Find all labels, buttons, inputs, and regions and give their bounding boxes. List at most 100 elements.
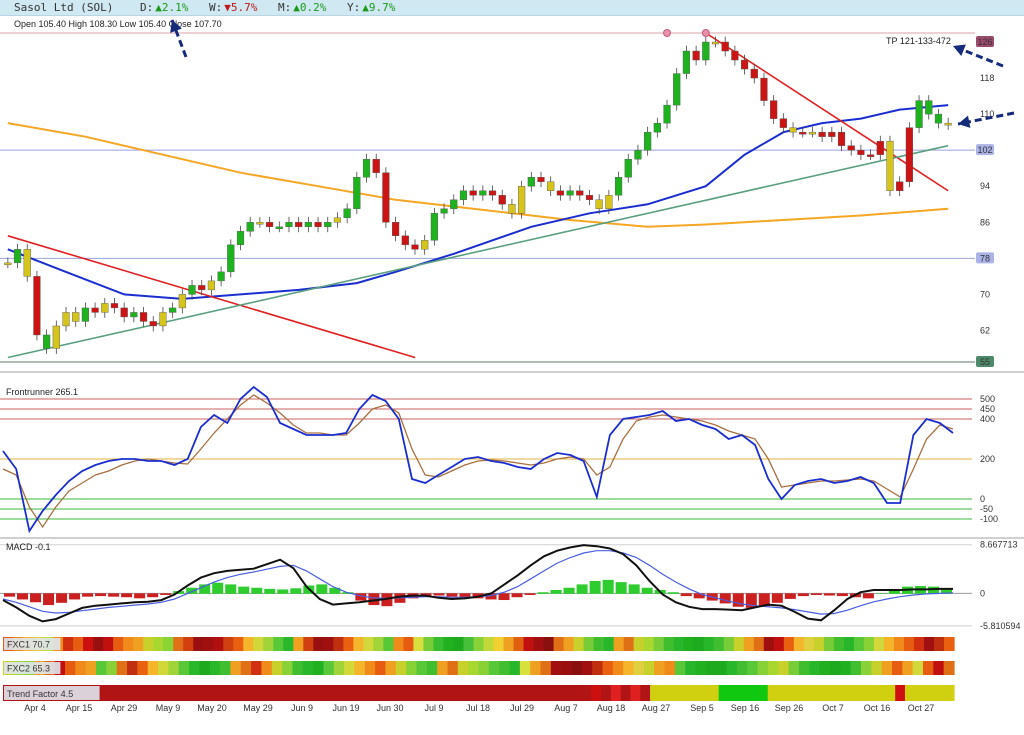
macd-hist-bar [108, 593, 120, 597]
fxc2-cell [902, 661, 914, 675]
fxc2-cell [178, 661, 190, 675]
price-candle [52, 325, 60, 349]
date-tick-label: Sep 5 [690, 703, 714, 713]
macd-hist-bar [589, 581, 601, 594]
price-candle [789, 127, 797, 133]
fxc1-cell [863, 637, 875, 651]
fxc2-cell [354, 661, 366, 675]
date-tick-label: Jul 9 [424, 703, 443, 713]
trend-factor-segment [591, 685, 602, 701]
fxc1-cell [483, 637, 495, 651]
annotation-arrow-head [953, 44, 966, 57]
macd-hist-bar [69, 593, 81, 600]
fxc1-cell [163, 637, 174, 651]
price-tick-badge [976, 356, 994, 367]
macd-hist-bar [836, 593, 848, 597]
price-candle [944, 122, 952, 126]
fxc1-cell [343, 637, 354, 651]
macd-hist-bar [823, 593, 835, 596]
fxc1-cell [273, 637, 284, 651]
price-candle [159, 312, 167, 327]
fxc2-cell [778, 661, 790, 675]
frontrunner-label: Frontrunner 265.1 [6, 387, 78, 397]
ticker-title: Sasol Ltd (SOL) [14, 1, 114, 14]
fxc1-cell [433, 637, 445, 651]
price-candle [828, 131, 836, 137]
fxc1-cell [683, 637, 695, 651]
fxc2-cell [581, 661, 593, 675]
date-tick-label: Apr 29 [111, 703, 138, 713]
fxc1-cell [643, 637, 655, 651]
fxc1-cell [313, 637, 324, 651]
fxc2-cell [406, 661, 418, 675]
fxc1-cell [713, 637, 725, 651]
fxc1-cell [563, 637, 575, 651]
fxc2-cell [395, 661, 407, 675]
fxc2-cell [106, 661, 118, 675]
fxc2-cell [261, 661, 273, 675]
price-candle [711, 41, 720, 45]
fxc1-cell [253, 637, 264, 651]
fxc2-cell [220, 661, 232, 675]
price-candle [847, 145, 855, 151]
macd-hist-bar [927, 586, 939, 594]
fxc1-cell [373, 637, 384, 651]
macd-hist-bar [56, 593, 68, 603]
price-tick-label: 118 [980, 73, 994, 83]
fxc2-cell [922, 661, 934, 675]
price-candle [731, 50, 739, 61]
fxc1-cell [903, 637, 915, 651]
price-candle [430, 213, 438, 241]
fxc2-cell [137, 661, 149, 675]
fxc1-cell [463, 637, 475, 651]
fxc2-cell [271, 661, 283, 675]
fxc1-cell [613, 637, 625, 651]
fxc1-cell [783, 637, 795, 651]
macd-hist-bar [667, 592, 679, 594]
price-candle [614, 177, 623, 196]
macd-hist-bar [30, 593, 42, 603]
price-candle [595, 199, 603, 209]
price-candle [43, 334, 51, 349]
price-candle [770, 100, 778, 119]
date-tick-label: Jun 9 [291, 703, 313, 713]
macd-panel[interactable]: 8.667713 0 -5.810594 [0, 539, 1024, 631]
fxc2-cell [540, 661, 552, 675]
price-candle [837, 131, 846, 146]
price-candle [421, 240, 429, 250]
fxc2-label-bg [4, 662, 61, 674]
macd-hist-bar [95, 593, 107, 597]
fxc2-cell [654, 661, 666, 675]
fxc2-cell [85, 661, 97, 675]
price-tick-label: 110 [980, 109, 994, 119]
price-candle [547, 181, 555, 191]
price-tick-badge [976, 252, 994, 264]
macd-hist-bar [160, 593, 172, 595]
fxc2-cell [364, 661, 376, 675]
fxc2-cell [602, 661, 614, 675]
fxc2-cell [674, 661, 686, 675]
price-candle [246, 222, 254, 232]
frontrunner-tick: 400 [980, 414, 995, 424]
price-candle [518, 186, 526, 214]
fxc2-cell [189, 661, 201, 675]
price-panel[interactable]: 126 118 110 102 94 86 78 70 62 55 [0, 16, 1024, 373]
ma-orange-line [7, 122, 949, 228]
fxc2-cell [726, 661, 738, 675]
macd-hist-bar [602, 579, 614, 594]
price-candle [721, 41, 729, 52]
macd-hist-bar [459, 593, 471, 598]
macd-hist-bar [745, 593, 757, 608]
fxc1-label: FXC1 70.7 [7, 640, 50, 650]
trend-factor-segment [767, 685, 896, 701]
fxc1-cell [323, 637, 334, 651]
price-tick-badge [976, 144, 994, 156]
macd-hist-bar [485, 593, 497, 600]
fxc1-cell [393, 637, 405, 651]
price-candle [207, 280, 216, 291]
fxc2-cell [612, 661, 624, 675]
price-candle [537, 177, 545, 182]
annotation-arrow-head [170, 20, 182, 33]
